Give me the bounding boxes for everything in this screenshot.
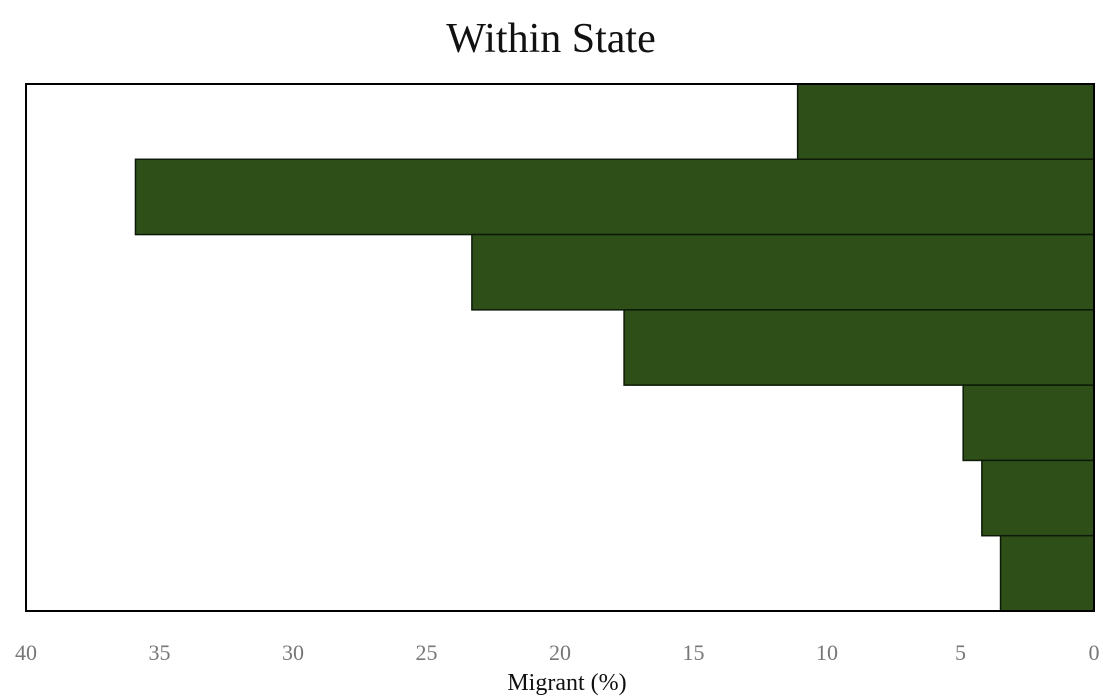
bar-5 (962, 384, 1095, 462)
bar-6 (981, 459, 1095, 537)
x-tick-label: 25 (416, 640, 438, 665)
x-axis-label: Migrant (%) (507, 670, 626, 696)
x-tick-label: 15 (683, 640, 705, 665)
x-axis-ticks: 40 35 30 25 20 15 10 5 0 (15, 640, 1100, 665)
x-tick-label: 30 (282, 640, 304, 665)
bar-2 (134, 158, 1095, 236)
chart-title: Within State (446, 16, 655, 62)
x-tick-label: 10 (816, 640, 838, 665)
x-tick-label: 40 (15, 640, 37, 665)
plot-border (25, 83, 1095, 612)
bar-7 (999, 534, 1095, 612)
bar-1 (796, 83, 1095, 161)
x-tick-label: 0 (1089, 640, 1100, 665)
bar-4 (623, 309, 1095, 386)
x-tick-label: 5 (955, 640, 966, 665)
bar-3 (471, 233, 1095, 311)
x-tick-label: 20 (549, 640, 571, 665)
x-tick-label: 35 (149, 640, 171, 665)
bars-group (134, 83, 1095, 612)
